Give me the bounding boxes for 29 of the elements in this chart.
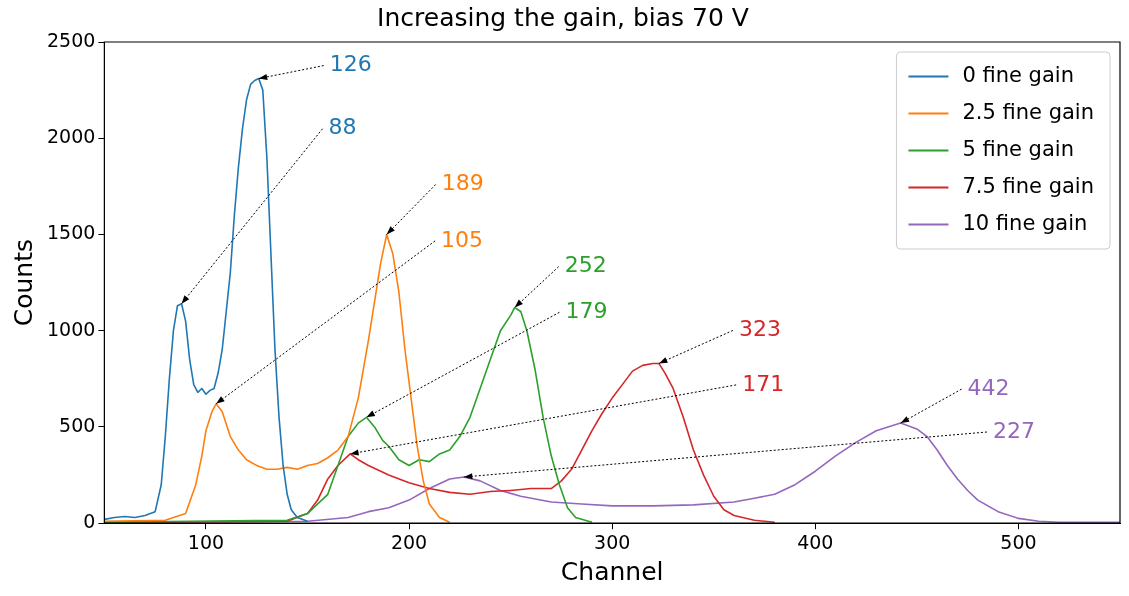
- annotation: 179: [565, 298, 608, 324]
- legend-label: 5 fine gain: [962, 136, 1074, 161]
- legend-label: 0 fine gain: [962, 62, 1074, 87]
- y-tick-label: 2000: [46, 125, 96, 148]
- y-tick-label: 1500: [46, 221, 96, 244]
- legend-label: 10 fine gain: [962, 210, 1088, 235]
- y-tick-label: 0: [83, 510, 96, 533]
- y-tick-label: 2500: [46, 28, 96, 51]
- legend-label: 7.5 fine gain: [962, 173, 1095, 198]
- x-tick-label: 100: [187, 530, 225, 553]
- x-tick-label: 500: [1000, 530, 1037, 553]
- annotation: 126: [329, 51, 372, 77]
- x-tick-label: 400: [797, 530, 834, 553]
- annotation: 323: [738, 316, 781, 342]
- annotation: 227: [992, 417, 1035, 443]
- annotation: 442: [967, 374, 1010, 400]
- y-tick-label: 1000: [46, 317, 96, 340]
- annotation: 105: [441, 226, 484, 252]
- annotation: 189: [441, 170, 484, 196]
- annotation: 88: [328, 114, 357, 140]
- annotation: 171: [742, 370, 785, 396]
- x-axis-title: Channel: [560, 556, 664, 586]
- annotation: 252: [564, 252, 607, 278]
- x-tick-label: 300: [594, 530, 631, 553]
- y-axis-title: Counts: [8, 238, 38, 327]
- chart-title: Increasing the gain, bias 70 V: [377, 2, 749, 32]
- x-tick-label: 200: [390, 530, 428, 553]
- y-tick-label: 500: [59, 413, 96, 436]
- legend-label: 2.5 fine gain: [962, 99, 1095, 124]
